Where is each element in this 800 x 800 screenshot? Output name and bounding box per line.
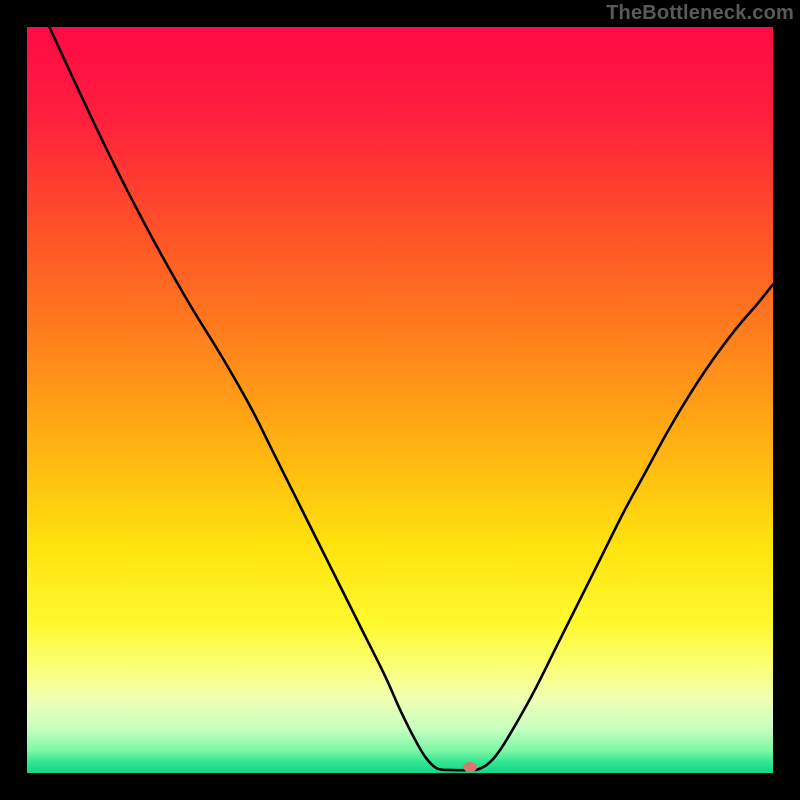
valley-marker (463, 762, 477, 772)
plot-area (27, 27, 773, 773)
watermark-text: TheBottleneck.com (606, 2, 794, 25)
chart-container: TheBottleneck.com (0, 0, 800, 800)
bottleneck-chart-svg (0, 0, 800, 800)
